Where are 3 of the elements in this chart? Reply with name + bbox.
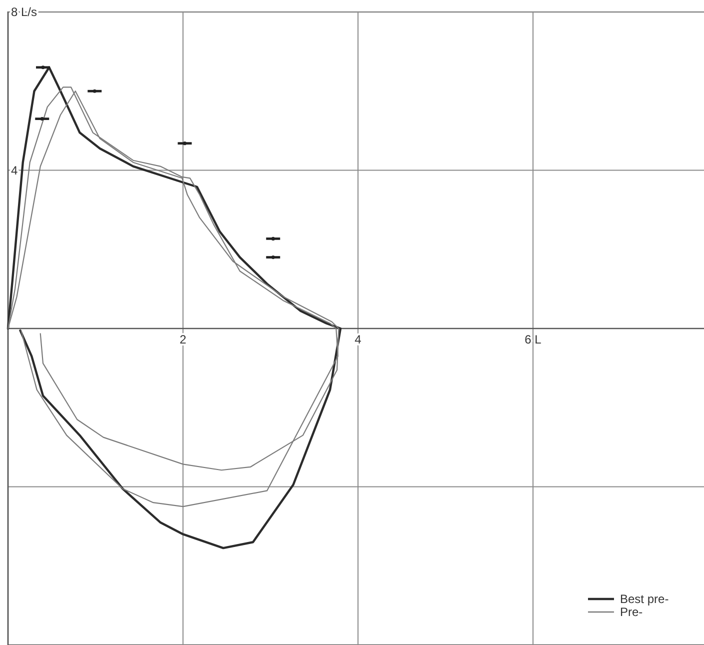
x-tick-label: 6 L bbox=[524, 332, 542, 346]
legend-label: Best pre- bbox=[620, 592, 669, 606]
legend-label: Pre- bbox=[620, 605, 643, 620]
